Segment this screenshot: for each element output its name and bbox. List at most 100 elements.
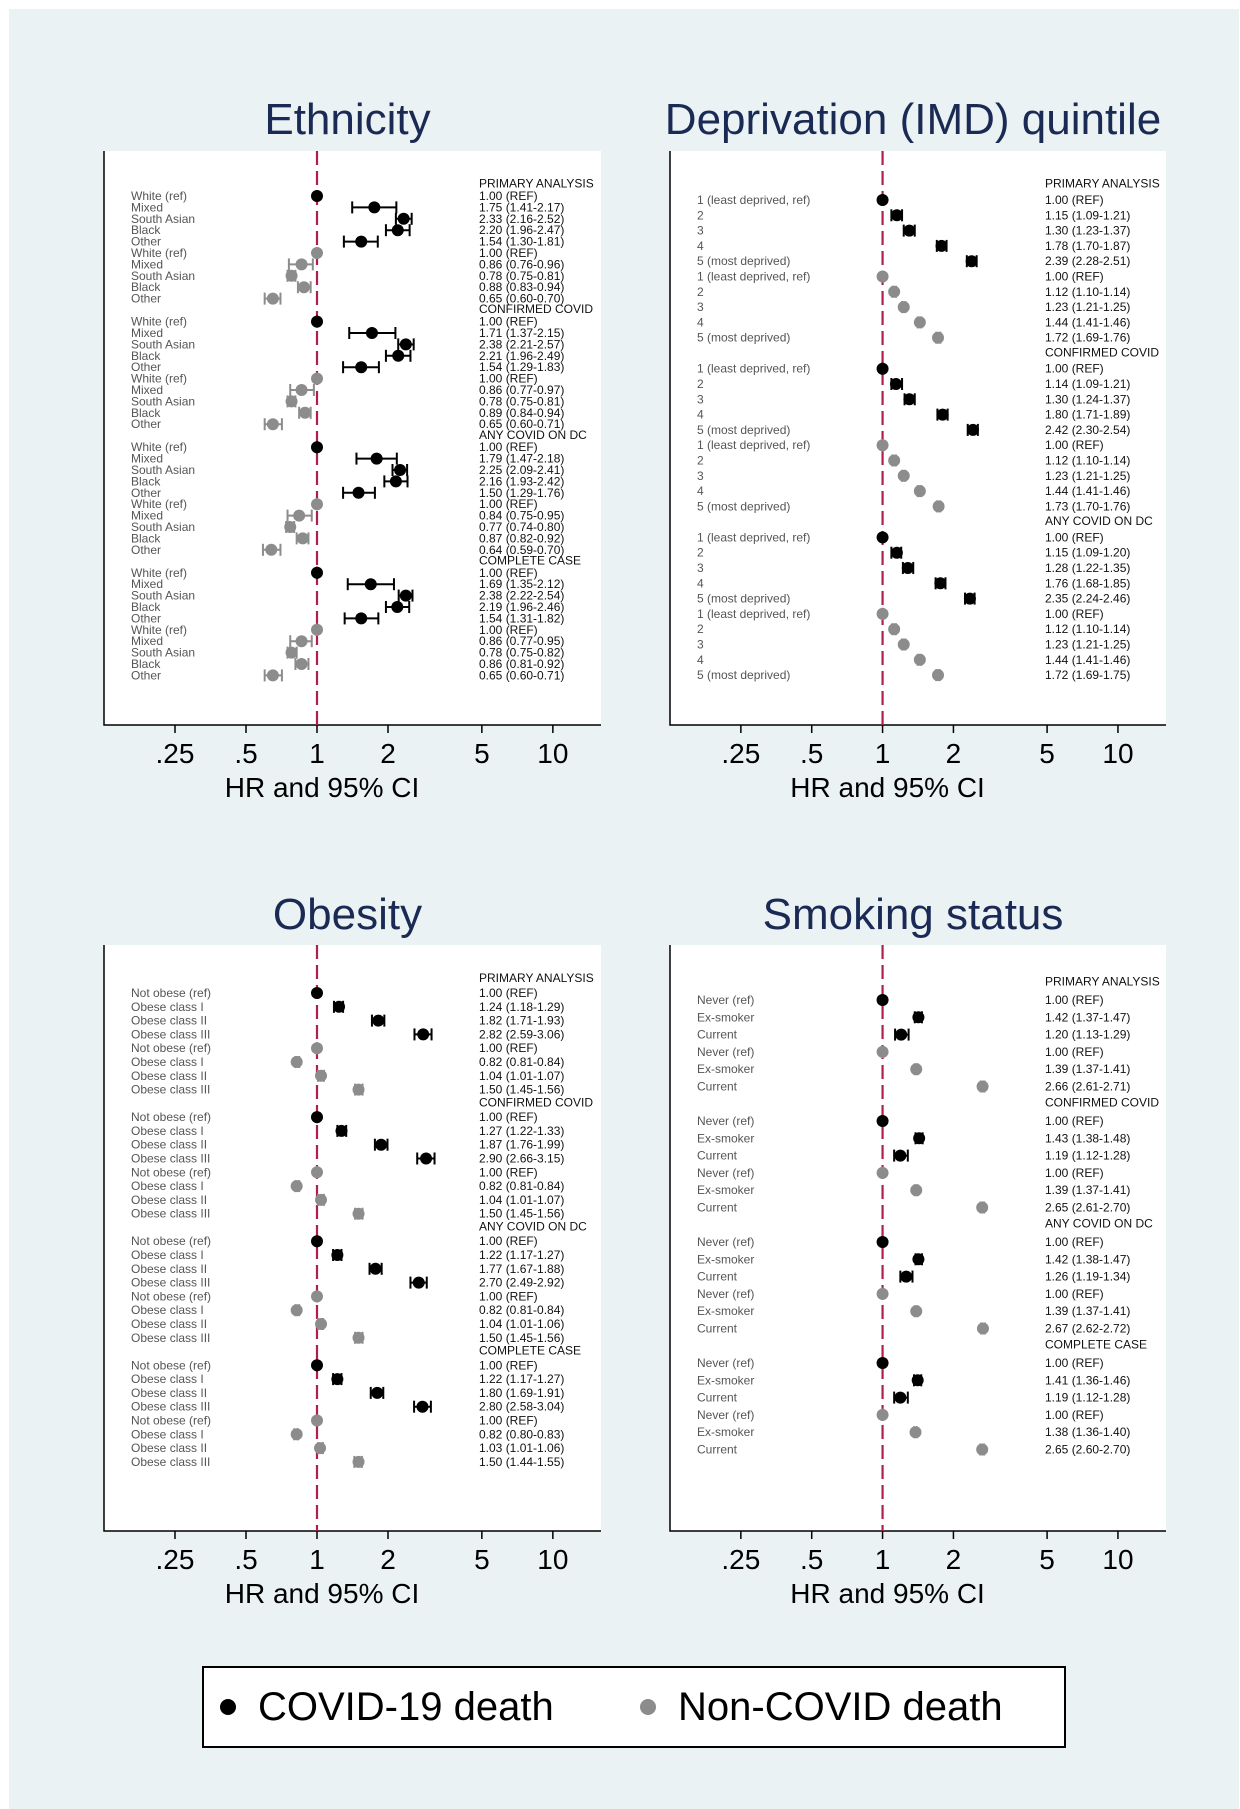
hr-point <box>888 454 901 467</box>
hr-point <box>417 1028 430 1041</box>
hr-ci-label: 2.82 (2.59-3.06) <box>479 1027 564 1041</box>
axis-lines <box>669 151 1166 726</box>
hr-point <box>932 500 945 513</box>
x-tick-label: .5 <box>800 1544 823 1575</box>
hr-ci-label: 1.79 (1.47-2.18) <box>479 452 564 466</box>
hr-point <box>876 994 889 1006</box>
row-label: 2 <box>697 377 704 391</box>
hr-point <box>352 1083 365 1096</box>
row-label: 1 (least deprived, ref) <box>697 530 810 544</box>
hr-point <box>913 316 926 329</box>
hr-ci-label: 2.65 (2.61-2.70) <box>1045 1201 1130 1215</box>
hr-ci-label: 2.42 (2.30-2.54) <box>1045 423 1130 437</box>
hr-ci-label: 1.50 (1.45-1.56) <box>479 1207 564 1221</box>
hr-point <box>297 281 310 294</box>
plot-area <box>104 151 601 725</box>
hr-ci-label: 1.87 (1.76-1.99) <box>479 1138 564 1152</box>
hr-ci-label: 1.12 (1.10-1.14) <box>1045 454 1130 468</box>
hr-point <box>901 562 914 574</box>
x-tick-label: 5 <box>1039 738 1055 769</box>
row-label: Obese class III <box>131 1027 210 1041</box>
row-label: 5 (most deprived) <box>697 423 790 437</box>
row-label: 2 <box>697 546 704 560</box>
hr-point <box>876 1357 889 1369</box>
row-label: 1 (least deprived, ref) <box>697 362 810 376</box>
hr-ci-label: 1.82 (1.71-1.93) <box>479 1014 564 1028</box>
hr-ci-label: 1.73 (1.70-1.76) <box>1045 499 1130 513</box>
row-label: 3 <box>697 469 704 483</box>
x-tick-label: 1 <box>875 1544 891 1575</box>
panel-title: Obesity <box>273 890 422 939</box>
hr-point <box>394 464 407 476</box>
hr-ci-label: 0.86 (0.77-0.95) <box>479 634 564 648</box>
plot-area <box>670 151 1166 725</box>
row-label: Ex-smoker <box>697 1010 754 1024</box>
x-tick-label: 2 <box>946 738 962 769</box>
group-label: ANY COVID ON DC <box>1045 514 1153 528</box>
row-label: Never (ref) <box>697 993 754 1007</box>
hr-point <box>372 1014 385 1027</box>
group-label: COMPLETE CASE <box>479 1344 581 1358</box>
hr-point <box>391 601 404 613</box>
hr-point <box>912 1253 925 1266</box>
hr-ci-label: 1.72 (1.69-1.75) <box>1045 668 1130 682</box>
row-label: Not obese (ref) <box>131 1289 211 1303</box>
hr-ci-label: 1.19 (1.12-1.28) <box>1045 1391 1130 1405</box>
hr-ci-label: 1.54 (1.31-1.82) <box>479 611 564 625</box>
row-label: 2 <box>697 285 704 299</box>
x-tick-label: 1 <box>309 1544 325 1575</box>
hr-point <box>311 1235 323 1248</box>
hr-ci-label: 2.19 (1.96-2.46) <box>479 600 564 614</box>
row-label: Obese class I <box>131 1427 204 1441</box>
hr-point <box>913 1132 926 1145</box>
hr-ci-label: 2.25 (2.09-2.41) <box>479 463 564 477</box>
hr-ci-label: 2.38 (2.22-2.54) <box>479 589 564 603</box>
hr-ci-label: 2.35 (2.24-2.46) <box>1045 592 1130 606</box>
row-label: Mixed <box>131 509 163 523</box>
hr-ci-label: 0.88 (0.83-0.94) <box>479 280 564 294</box>
group-label: PRIMARY ANALYSIS <box>1045 975 1160 989</box>
hr-point <box>876 439 889 452</box>
row-label: South Asian <box>131 589 195 603</box>
row-label: South Asian <box>131 394 195 408</box>
hr-point <box>311 247 323 259</box>
row-label: Obese class I <box>131 1303 204 1317</box>
forest-plots: Ethnicity .25 .5 1 2 5 10 HR and 95% CI PRIMARY … <box>103 95 1166 1609</box>
hr-point <box>909 1426 922 1439</box>
x-tick-label: .5 <box>234 1544 257 1575</box>
hr-ci-label: 1.00 (REF) <box>1045 607 1104 621</box>
hr-ci-label: 1.75 (1.41-2.17) <box>479 200 564 214</box>
hr-ci-label: 1.76 (1.68-1.85) <box>1045 576 1130 590</box>
hr-ci-label: 1.04 (1.01-1.07) <box>479 1069 564 1083</box>
hr-ci-label: 1.00 (REF) <box>1045 362 1104 376</box>
row-label: 1 (least deprived, ref) <box>697 607 810 621</box>
row-label: Current <box>697 1201 738 1215</box>
row-label: 4 <box>697 239 704 253</box>
row-label: Not obese (ref) <box>131 1414 211 1428</box>
hr-point <box>936 408 949 421</box>
legend-marker-covid <box>220 1699 236 1715</box>
hr-point <box>876 1287 889 1300</box>
hr-ci-label: 1.23 (1.21-1.25) <box>1045 300 1130 314</box>
x-tick-label: 5 <box>474 1544 490 1575</box>
hr-point <box>876 1166 889 1179</box>
hr-ci-label: 1.42 (1.37-1.47) <box>1045 1010 1130 1024</box>
hr-ci-label: 0.82 (0.81-0.84) <box>479 1055 564 1069</box>
hr-point <box>895 1028 908 1041</box>
hr-point <box>331 1373 344 1386</box>
row-label: Current <box>697 1028 738 1042</box>
x-tick-label: .25 <box>721 1544 760 1575</box>
row-label: South Asian <box>131 463 195 477</box>
row-label: Mixed <box>131 326 163 340</box>
hr-ci-label: 1.27 (1.22-1.33) <box>479 1124 564 1138</box>
row-label: South Asian <box>131 337 195 351</box>
hr-point <box>365 327 378 339</box>
hr-ci-label: 1.54 (1.29-1.83) <box>479 360 564 374</box>
hr-ci-label: 0.78 (0.75-0.81) <box>479 394 564 408</box>
hr-point <box>311 1359 323 1372</box>
row-label: Obese class III <box>131 1331 210 1345</box>
panel-title: Smoking status <box>763 890 1064 939</box>
row-label: Never (ref) <box>697 1356 754 1370</box>
group-label: PRIMARY ANALYSIS <box>479 177 594 191</box>
hr-ci-label: 1.15 (1.09-1.20) <box>1045 546 1130 560</box>
